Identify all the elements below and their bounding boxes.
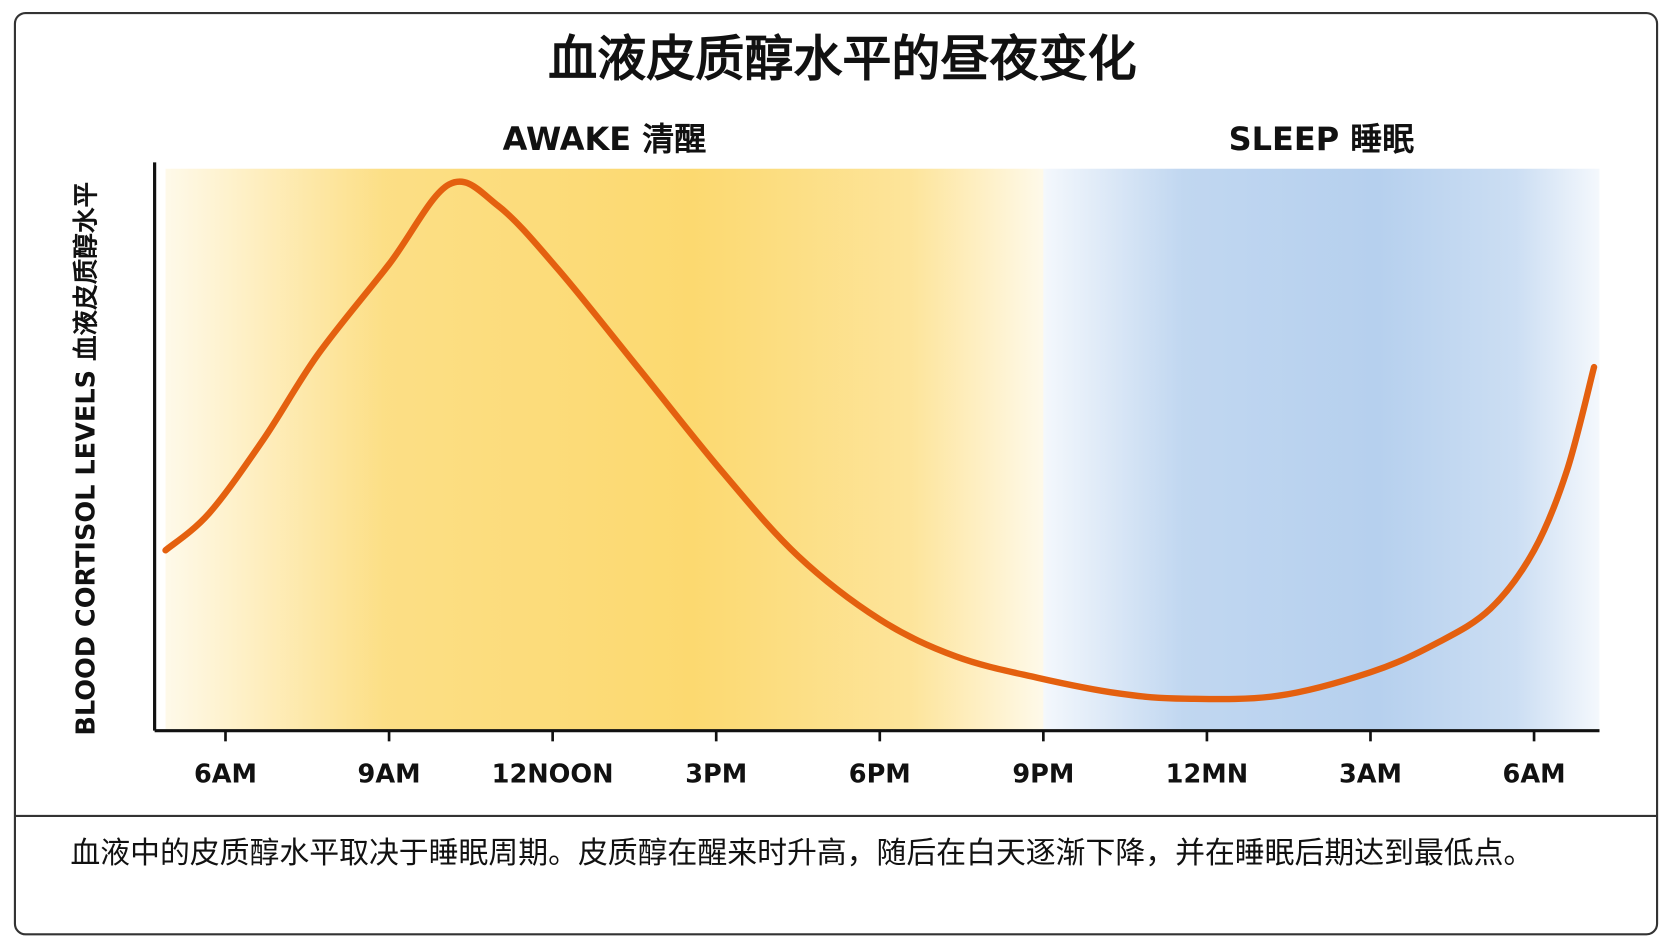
x-tick-label: 3PM xyxy=(685,759,747,789)
x-tick-label: 9AM xyxy=(358,759,421,789)
region-label: AWAKE 清醒 xyxy=(503,120,707,158)
x-tick-label: 3AM xyxy=(1339,759,1402,789)
region-band xyxy=(1043,168,1600,731)
caption-box: 血液中的皮质醇水平取决于睡眠周期。皮质醇在醒来时升高，随后在白天逐渐下降，并在睡… xyxy=(70,835,1534,871)
x-tick-label: 6AM xyxy=(1503,759,1566,789)
y-axis-label: BLOOD CORTISOL LEVELS 血液皮质醇水平 xyxy=(70,182,101,736)
x-tick-label: 9PM xyxy=(1012,759,1074,789)
caption: 血液中的皮质醇水平取决于睡眠周期。皮质醇在醒来时升高，随后在白天逐渐下降，并在睡… xyxy=(70,835,1534,871)
cortisol-line xyxy=(162,178,1598,703)
x-tick-label: 12MN xyxy=(1166,759,1248,789)
x-tick-label: 6PM xyxy=(849,759,911,789)
region-band xyxy=(165,168,1044,731)
region-label: SLEEP 睡眠 xyxy=(1229,120,1415,158)
regions xyxy=(165,168,1600,731)
x-tick-label: 6AM xyxy=(194,759,257,789)
x-tick-label: 12NOON xyxy=(492,759,614,789)
chart-title: 血液皮质醇水平的昼夜变化 xyxy=(548,30,1137,88)
